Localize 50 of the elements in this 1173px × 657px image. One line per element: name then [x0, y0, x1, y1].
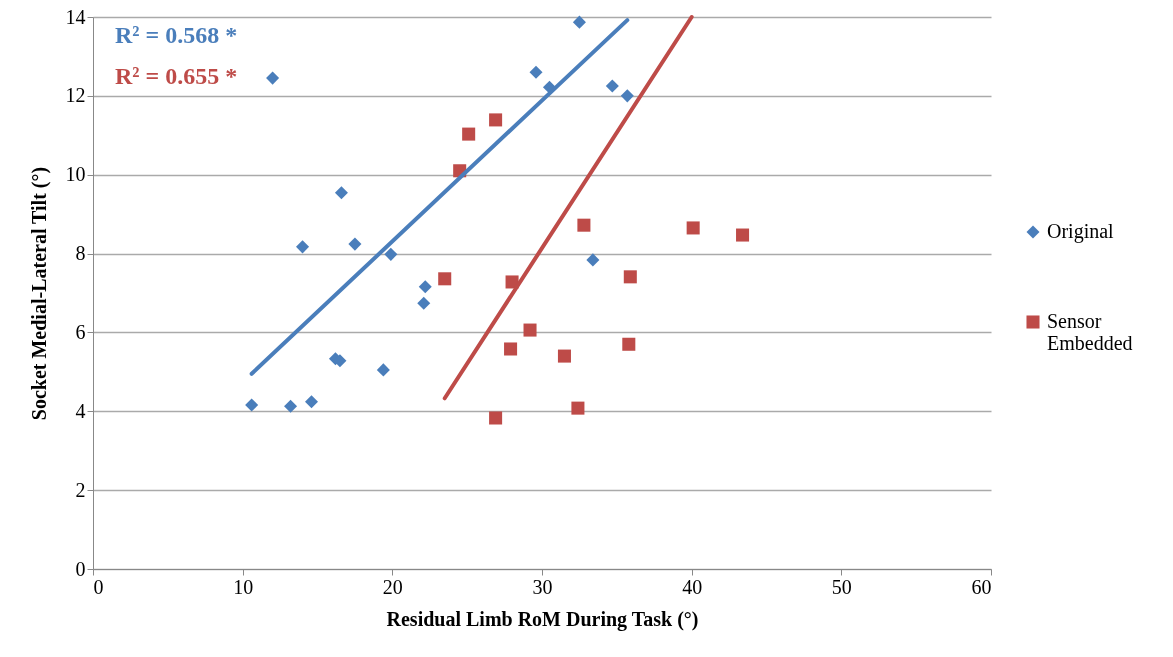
point [686, 221, 700, 235]
point [623, 270, 637, 284]
y-tick-label: 4 [75, 399, 86, 422]
annotation: R² = 0.655 * [115, 63, 238, 89]
point [620, 89, 634, 103]
point [384, 247, 398, 261]
y-tick-label: 8 [75, 242, 86, 265]
x-tick-label: 50 [831, 575, 852, 598]
x-tick-label: 20 [382, 575, 403, 598]
point [529, 65, 543, 79]
y-tick-label: 2 [75, 478, 86, 501]
y-tick-label: 14 [65, 5, 86, 28]
point [334, 186, 348, 200]
point [572, 15, 586, 29]
y-tick-label: 10 [65, 163, 86, 186]
point [504, 342, 518, 356]
y-tick-label: 0 [75, 557, 86, 580]
y-tick-label: 6 [75, 320, 86, 343]
x-axis-title: Residual Limb RoM During Task (°) [386, 607, 699, 631]
y-tick-label: 12 [65, 84, 86, 107]
x-tick-label: 60 [971, 575, 992, 598]
x-tick-label: 40 [682, 575, 703, 598]
point [571, 401, 585, 415]
point [489, 113, 503, 127]
point [296, 240, 310, 254]
point [284, 399, 298, 413]
point [557, 349, 571, 363]
point [266, 71, 280, 85]
x-tick-label: 0 [93, 575, 104, 598]
point [577, 218, 591, 232]
legend-label: Original [1047, 220, 1115, 243]
legend-label: Sensor Embedded [1047, 310, 1133, 354]
point [523, 323, 537, 337]
point [622, 337, 636, 351]
point [348, 237, 362, 251]
y-axis-title: Socket Medial-Lateral Tilt (°) [27, 166, 51, 421]
annotation: R² = 0.568 * [115, 22, 238, 48]
x-tick-label: 10 [233, 575, 254, 598]
point [245, 398, 259, 412]
point [304, 395, 319, 409]
point [438, 272, 452, 286]
point [462, 127, 476, 141]
point [418, 280, 432, 294]
x-tick-label: 30 [532, 575, 553, 598]
point [605, 79, 619, 93]
point [736, 228, 750, 242]
point [417, 296, 431, 310]
point [586, 253, 600, 267]
point [376, 363, 390, 377]
point [489, 411, 503, 425]
